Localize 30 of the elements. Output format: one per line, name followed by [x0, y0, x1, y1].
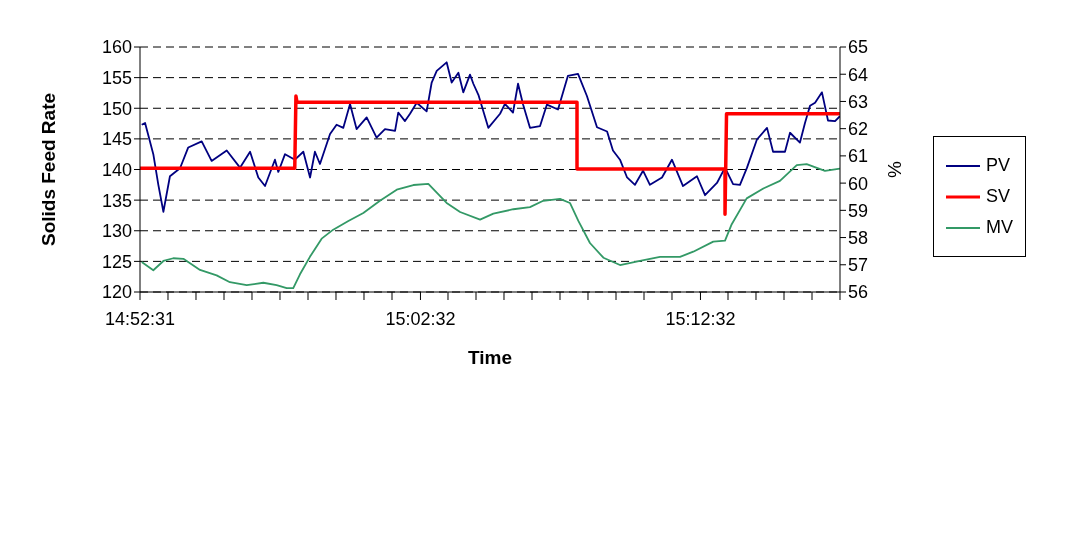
legend-label: MV: [986, 217, 1013, 238]
y2-tick-label: 62: [848, 119, 869, 140]
y-tick-label: 155: [101, 68, 132, 89]
y2-tick-label: 65: [848, 37, 869, 58]
y2-tick-label: 61: [848, 146, 869, 167]
y-tick-label: 135: [101, 190, 132, 211]
y-tick-label: 130: [101, 221, 132, 242]
y-tick-label: 160: [101, 37, 132, 58]
y2-tick-label: 58: [848, 227, 869, 248]
y2-axis-title: %: [883, 160, 905, 178]
y2-tick-label: 59: [848, 200, 869, 221]
legend-label: PV: [986, 155, 1011, 176]
y-axis-title: Solids Feed Rate: [37, 92, 59, 247]
y2-tick-label: 56: [848, 282, 869, 303]
y-tick-label: 145: [101, 129, 132, 150]
line-series: [140, 61, 840, 213]
x-tick-label: 15:02:32: [385, 308, 456, 329]
y2-tick-label: 63: [848, 91, 869, 112]
y-tick-label: 140: [101, 159, 132, 180]
y2-tick-label: 60: [848, 173, 869, 194]
y-tick-label: 120: [101, 282, 132, 303]
x-tick-label: 14:52:31: [104, 308, 176, 329]
y2-tick-label: 57: [848, 255, 869, 276]
x-axis-title: Time: [467, 347, 513, 368]
line-series: [140, 94, 840, 216]
y2-tick-label: 64: [848, 64, 869, 85]
y-tick-label: 125: [101, 251, 132, 272]
legend-label: SV: [986, 186, 1011, 207]
x-tick-label: 15:12:32: [665, 308, 736, 329]
y-tick-label: 150: [101, 98, 132, 119]
